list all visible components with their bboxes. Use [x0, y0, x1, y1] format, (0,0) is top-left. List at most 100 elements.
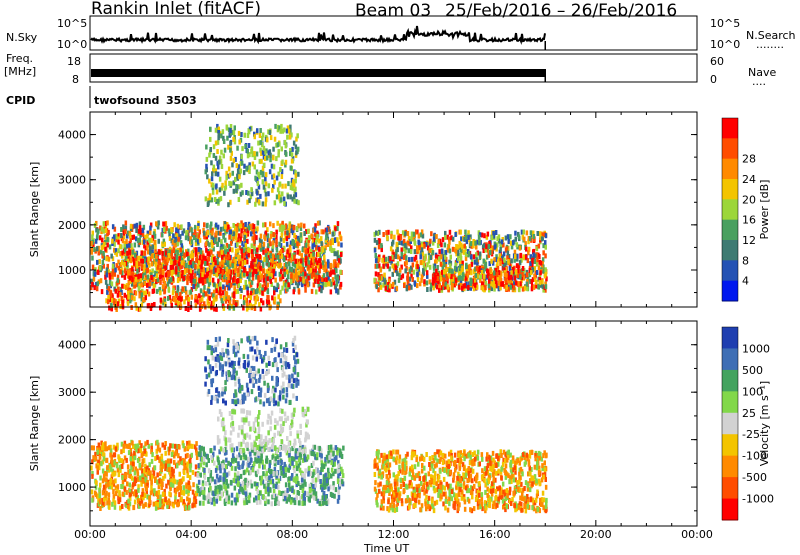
range-cell — [190, 274, 193, 279]
range-cell — [128, 243, 131, 248]
range-cell — [266, 276, 269, 281]
range-cell — [214, 260, 217, 265]
range-cell — [223, 139, 226, 144]
range-cell — [259, 133, 262, 138]
range-cell — [265, 192, 268, 197]
range-cell — [408, 257, 411, 262]
range-cell — [478, 267, 481, 272]
range-cell — [199, 492, 202, 497]
range-cell — [283, 225, 286, 230]
range-cell — [261, 273, 264, 278]
range-cell — [176, 463, 179, 468]
range-cell — [256, 289, 259, 294]
range-cell — [503, 251, 506, 256]
range-cell — [232, 277, 235, 282]
range-cell — [307, 265, 310, 270]
range-cell — [243, 300, 246, 305]
range-cell — [254, 299, 257, 304]
range-cell — [499, 261, 502, 266]
range-cell — [174, 500, 177, 505]
range-cell — [237, 255, 240, 260]
range-cell — [103, 485, 106, 490]
range-cell — [206, 272, 209, 277]
range-cell — [316, 260, 319, 265]
range-cell — [454, 232, 457, 237]
range-cell — [159, 495, 162, 500]
range-cell — [416, 272, 419, 277]
range-cell — [246, 271, 249, 276]
range-cell — [236, 163, 239, 168]
range-cell — [285, 152, 288, 157]
range-cell — [223, 296, 226, 301]
range-cell — [112, 264, 115, 269]
range-cell — [257, 221, 260, 226]
range-cell — [116, 463, 119, 468]
range-cell — [381, 258, 384, 263]
range-cell — [162, 277, 165, 282]
range-cell — [258, 451, 261, 456]
range-cell — [270, 234, 273, 239]
range-cell — [250, 295, 253, 300]
range-cell — [134, 500, 137, 505]
range-cell — [240, 455, 243, 460]
range-cell — [429, 239, 432, 244]
range-cell — [151, 254, 154, 259]
range-cell — [519, 275, 522, 280]
range-cell — [195, 441, 198, 446]
range-cell — [449, 230, 452, 235]
range-cell — [315, 478, 318, 483]
range-cell — [470, 270, 473, 275]
range-cell — [499, 253, 502, 258]
range-cell — [218, 160, 221, 165]
range-cell — [266, 156, 269, 161]
range-cell — [199, 238, 202, 243]
range-cell — [194, 279, 197, 284]
range-cell — [203, 231, 206, 236]
range-cell — [150, 490, 153, 495]
range-cell — [329, 240, 332, 245]
range-cell — [111, 281, 114, 286]
range-cell — [535, 280, 538, 285]
range-cell — [310, 234, 313, 239]
range-cell — [266, 137, 269, 142]
range-cell — [214, 239, 217, 244]
range-cell — [519, 246, 522, 251]
range-cell — [396, 247, 399, 252]
range-cell — [190, 290, 193, 295]
range-cell — [274, 137, 277, 142]
range-cell — [98, 443, 101, 448]
range-cell — [236, 242, 239, 247]
range-cell — [223, 191, 226, 196]
range-cell — [426, 287, 429, 292]
range-cell — [467, 285, 470, 290]
range-cell — [541, 236, 544, 241]
range-cell — [443, 270, 446, 275]
range-cell — [401, 247, 404, 252]
range-cell — [280, 269, 283, 274]
range-cell — [240, 183, 243, 188]
range-cell — [269, 305, 272, 310]
range-cell — [215, 307, 218, 312]
range-cell — [444, 243, 447, 248]
range-cell — [462, 272, 465, 277]
range-cell — [215, 128, 218, 133]
range-cell — [342, 446, 345, 451]
range-cell — [90, 241, 93, 246]
range-cell — [240, 154, 243, 159]
range-cell — [287, 274, 290, 279]
range-cell — [438, 288, 441, 293]
range-cell — [295, 144, 298, 149]
range-cell — [155, 254, 158, 259]
range-cell — [240, 278, 243, 283]
range-cell — [322, 229, 325, 234]
range-cell — [323, 255, 326, 260]
range-cell — [432, 281, 435, 286]
range-cell — [450, 255, 453, 260]
range-cell — [192, 470, 195, 475]
range-cell — [474, 241, 477, 246]
range-cell — [216, 284, 219, 289]
range-cell — [257, 141, 260, 146]
range-cell — [118, 472, 121, 477]
range-cell — [131, 295, 134, 300]
range-cell — [190, 268, 193, 273]
